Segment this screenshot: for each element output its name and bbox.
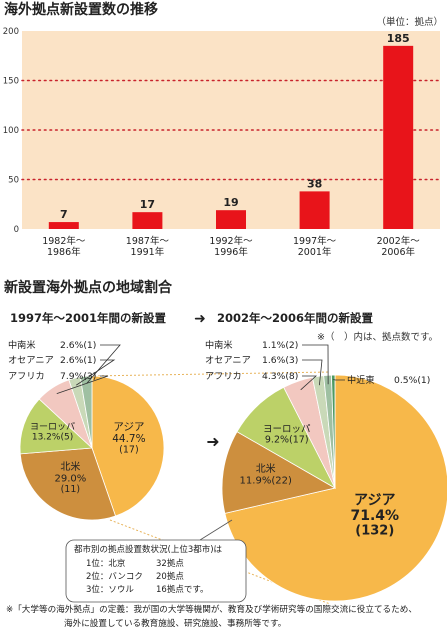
bar-value-4: 185	[387, 32, 410, 45]
bar-4	[383, 45, 414, 229]
pie2-label-2: ヨーロッパ 9.2%(17)	[263, 424, 311, 446]
bar-2	[216, 210, 246, 229]
city-count-3: 16拠点です。	[156, 584, 208, 595]
city-rank-3: 3位：ソウル	[86, 584, 134, 595]
bar-chart-title: 海外拠点新設置数の推移	[4, 1, 158, 18]
city-count-1: 32拠点	[156, 558, 184, 569]
pie1-leader-2	[56, 375, 109, 394]
bar-1	[132, 212, 163, 229]
x-tick-3: 1997年～ 2001年	[293, 235, 337, 258]
pie-2002-2006	[221, 374, 447, 602]
pie1-callout-value-1: 2.6%(1)	[60, 355, 96, 366]
x-tick-2: 1992年～ 1996年	[209, 235, 253, 258]
pie1-callout-name-0: 中南米	[8, 339, 36, 351]
pie2-leader-2	[300, 375, 318, 391]
y-tick-150: 150	[3, 77, 19, 87]
pie1-slice-2	[19, 398, 93, 455]
bars	[48, 45, 414, 229]
pie1-slice-1	[19, 447, 117, 521]
city-rank-2: 2位：バンコク	[86, 571, 143, 582]
city-box-frame	[65, 539, 247, 603]
pie2-label-1: 北米 11.9%(22)	[240, 462, 292, 486]
bar-3	[299, 191, 330, 229]
pie2-callout-name-2: アフリカ	[205, 371, 242, 382]
section2-title: 新設置海外拠点の地域割合	[4, 279, 173, 296]
pie1-slice-0	[91, 375, 165, 517]
bar-value-3: 38	[307, 177, 322, 190]
pie2-callout-value-2: 4.3%(8)	[262, 371, 298, 382]
pie2-callout-value-0: 1.1%(2)	[262, 340, 298, 351]
bar-value-0: 7	[60, 208, 68, 221]
y-gridlines	[21, 79, 441, 181]
pie2-callout-name-1: オセアニア	[205, 355, 251, 366]
pie1-leader-1	[76, 359, 116, 386]
y-tick-50: 50	[8, 176, 19, 186]
pie2-callout-value-3: 0.5%(1)	[394, 375, 430, 386]
pie1-slice-5	[79, 375, 93, 449]
city-box-title: 都市別の拠点設置数状況(上位3都市)は	[74, 544, 223, 555]
city-box: 都市別の拠点設置数状況(上位3都市)は 1位：北京 32拠点 2位：バンコク 2…	[65, 539, 247, 603]
pie-callouts: 中南米 2.6%(1) オセアニア 2.6%(1) アフリカ 7.9%(3) 中南米 1.1%…	[8, 339, 430, 541]
y-tick-200: 200	[3, 27, 19, 37]
pie2-leader-1	[302, 359, 323, 386]
pie1-callout-value-2: 7.9%(3)	[60, 371, 96, 382]
x-tick-4: 2002年～ 2006年	[377, 235, 421, 258]
bar-0	[48, 222, 79, 229]
x-tick-0: 1982年～ 1986年	[42, 235, 86, 258]
period-from-label: 1997年～2001年間の新設置	[10, 311, 167, 325]
bar-value-2: 19	[223, 196, 238, 209]
x-tick-labels: 1982年～ 1986年 1987年～ 1991年 1992年～ 1996年 1997年～ 2…	[42, 235, 420, 258]
pie2-label-0: アジア 71.4% (132)	[350, 492, 399, 538]
footnote-line-1: ※「大学等の海外拠点」の定義：我が国の大学等機関が、教育及び学術研究等の国際交流…	[6, 603, 417, 615]
pie2-slice-1	[221, 431, 337, 514]
pie2-callout-name-0: 中南米	[205, 339, 233, 351]
pie2-slice-0	[224, 374, 447, 602]
footnote-line-2: 海外に設置している教育施設、研究施設、事務所等です。	[64, 617, 286, 629]
city-rank-1: 1位：北京	[86, 558, 125, 569]
y-tick-100: 100	[3, 126, 19, 136]
pie1-label-0: アジア 44.7% (17)	[112, 421, 145, 455]
pie2-callout-value-1: 1.6%(3)	[262, 355, 298, 366]
city-box-leader	[199, 519, 233, 541]
unit-label: （単位：拠点）	[376, 16, 443, 28]
pie2-labels: アジア 71.4% (132) 北米 11.9%(22) ヨーロッパ 9.2%(17)	[240, 424, 400, 539]
pie1-callout-name-2: アフリカ	[8, 371, 45, 382]
period-arrow: ➜	[194, 311, 206, 327]
pie1-label-1: 北米 29.0% (11)	[54, 460, 86, 495]
pie2-leader-0	[302, 344, 329, 385]
pie2-slice-6	[331, 374, 336, 489]
pie1-callout-name-1: オセアニア	[8, 355, 54, 366]
pie1-callout-value-0: 2.6%(1)	[60, 340, 96, 351]
y-tick-0: 0	[14, 225, 19, 235]
pie1-label-2: ヨーロッパ 13.2%(5)	[30, 421, 75, 442]
x-tick-1: 1987年～ 1991年	[126, 235, 170, 258]
y-tick-labels: 0 50 100 150 200	[3, 27, 19, 235]
pie2-callout-name-3: 中近東	[347, 374, 375, 386]
between-pies-arrow: ➜	[206, 432, 219, 451]
count-note: ※（ ）内は、拠点数です。	[317, 331, 438, 343]
city-count-2: 20拠点	[156, 571, 184, 582]
bar-value-1: 17	[140, 198, 155, 211]
bar-value-labels: 7 17 19 38 185	[60, 32, 410, 221]
pie1-labels: アジア 44.7% (17) 北米 29.0% (11) ヨーロッパ 13.2%(5)	[30, 421, 146, 495]
period-to-label: 2002年～2006年間の新設置	[217, 311, 374, 325]
pie-1997-2001	[19, 375, 165, 521]
connector-top	[89, 371, 331, 377]
